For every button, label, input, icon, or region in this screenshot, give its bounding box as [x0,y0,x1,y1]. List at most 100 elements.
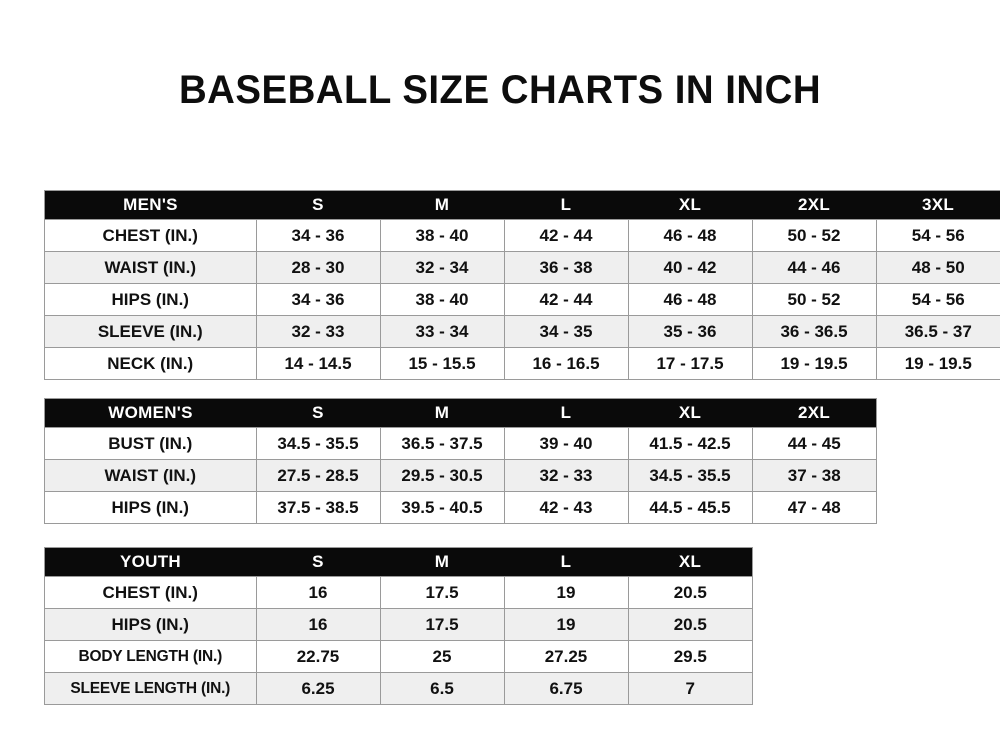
measurement-cell: 36 - 36.5 [752,315,877,348]
row-label: CHEST (IN.) [45,576,257,609]
measurement-cell: 6.75 [504,672,629,704]
measurement-cell: 35 - 36 [628,315,753,348]
measurement-cell: 33 - 34 [380,315,505,348]
measurement-cell: 44 - 46 [752,251,877,284]
table-row: NECK (IN.) 14 - 14.5 15 - 15.5 16 - 16.5 17 … [45,347,1000,379]
column-header-size-xl: XL [628,399,752,428]
measurement-cell: 6.5 [380,672,505,704]
measurement-cell: 22.75 [256,640,381,673]
measurement-cell: 7 [628,672,752,704]
table-row: BUST (IN.) 34.5 - 35.5 36.5 - 37.5 39 - 40 4… [45,427,876,460]
measurement-cell: 37.5 - 38.5 [256,491,381,523]
measurement-cell: 34.5 - 35.5 [628,459,753,492]
measurement-cell: 42 - 43 [504,491,629,523]
men-table: MEN'S S M L XL 2XL 3XL CHEST (IN.) 34 - 36 38 - 4… [45,191,1000,379]
measurement-cell: 50 - 52 [752,283,877,316]
measurement-cell: 28 - 30 [256,251,381,284]
measurement-cell: 29.5 - 30.5 [380,459,505,492]
page-title: BASEBALL SIZE CHARTS IN INCH [178,68,822,112]
measurement-cell: 27.25 [504,640,629,673]
row-label: SLEEVE (IN.) [45,315,257,348]
column-header-size-xl: XL [628,548,752,577]
measurement-cell: 20.5 [628,576,752,609]
table-header-row: YOUTH S M L XL [45,548,752,577]
measurement-cell: 6.25 [256,672,381,704]
measurement-cell: 19 - 19.5 [876,347,1000,379]
measurement-cell: 37 - 38 [752,459,876,492]
column-header-size-l: L [504,548,628,577]
measurement-cell: 54 - 56 [876,283,1000,316]
measurement-cell: 25 [380,640,505,673]
table-row: SLEEVE LENGTH (IN.) 6.25 6.5 6.75 7 [45,672,752,704]
row-label: HIPS (IN.) [45,608,257,641]
measurement-cell: 32 - 33 [504,459,629,492]
measurement-cell: 16 - 16.5 [504,347,629,379]
measurement-cell: 17 - 17.5 [628,347,753,379]
measurement-cell: 34 - 36 [256,283,381,316]
measurement-cell: 34 - 36 [256,219,381,252]
measurement-cell: 27.5 - 28.5 [256,459,381,492]
table-row: WAIST (IN.) 28 - 30 32 - 34 36 - 38 40 - 42 4… [45,251,1000,284]
measurement-cell: 34.5 - 35.5 [256,427,381,460]
table-row: HIPS (IN.) 37.5 - 38.5 39.5 - 40.5 42 - 43 4… [45,491,876,523]
mens-size-chart: MEN'S S M L XL 2XL 3XL CHEST (IN.) 34 - 36 38 - 4… [44,190,1000,380]
column-header-category: MEN'S [45,191,256,220]
row-label: WAIST (IN.) [45,459,257,492]
measurement-cell: 39 - 40 [504,427,629,460]
measurement-cell: 42 - 44 [504,283,629,316]
table-row: WAIST (IN.) 27.5 - 28.5 29.5 - 30.5 32 - 33… [45,459,876,492]
column-header-size-3xl: 3XL [876,191,1000,220]
column-header-size-l: L [504,191,628,220]
table-header-row: WOMEN'S S M L XL 2XL [45,399,876,428]
measurement-cell: 48 - 50 [876,251,1000,284]
measurement-cell: 17.5 [380,608,505,641]
measurement-cell: 41.5 - 42.5 [628,427,753,460]
measurement-cell: 19 [504,576,629,609]
column-header-size-m: M [380,548,504,577]
row-label: NECK (IN.) [45,347,257,379]
table-row: HIPS (IN.) 16 17.5 19 20.5 [45,608,752,641]
measurement-cell: 42 - 44 [504,219,629,252]
measurement-cell: 44.5 - 45.5 [628,491,753,523]
column-header-category: WOMEN'S [45,399,256,428]
measurement-cell: 32 - 34 [380,251,505,284]
column-header-size-2xl: 2XL [752,399,876,428]
measurement-cell: 16 [256,608,381,641]
column-header-size-s: S [256,399,380,428]
row-label: HIPS (IN.) [45,283,257,316]
row-label: BODY LENGTH (IN.) [45,640,257,673]
youth-size-chart: YOUTH S M L XL CHEST (IN.) 16 17.5 19 20.5 HIPS (I… [44,547,753,705]
column-header-size-l: L [504,399,628,428]
table-row: CHEST (IN.) 16 17.5 19 20.5 [45,576,752,609]
column-header-size-m: M [380,399,504,428]
table-row: CHEST (IN.) 34 - 36 38 - 40 42 - 44 46 - 48 5… [45,219,1000,252]
measurement-cell: 46 - 48 [628,283,753,316]
measurement-cell: 38 - 40 [380,219,505,252]
measurement-cell: 46 - 48 [628,219,753,252]
table-row: SLEEVE (IN.) 32 - 33 33 - 34 34 - 35 35 - 36… [45,315,1000,348]
measurement-cell: 32 - 33 [256,315,381,348]
measurement-cell: 14 - 14.5 [256,347,381,379]
table-row: HIPS (IN.) 34 - 36 38 - 40 42 - 44 46 - 48 50… [45,283,1000,316]
row-label: BUST (IN.) [45,427,257,460]
measurement-cell: 36 - 38 [504,251,629,284]
row-label: WAIST (IN.) [45,251,257,284]
column-header-size-xl: XL [628,191,752,220]
table-row: BODY LENGTH (IN.) 22.75 25 27.25 29.5 [45,640,752,673]
column-header-size-s: S [256,548,380,577]
measurement-cell: 36.5 - 37 [876,315,1000,348]
womens-size-chart: WOMEN'S S M L XL 2XL BUST (IN.) 34.5 - 35.5 36.5… [44,398,877,524]
measurement-cell: 19 [504,608,629,641]
row-label: SLEEVE LENGTH (IN.) [45,672,257,704]
measurement-cell: 50 - 52 [752,219,877,252]
measurement-cell: 39.5 - 40.5 [380,491,505,523]
column-header-size-s: S [256,191,380,220]
row-label: HIPS (IN.) [45,491,257,523]
measurement-cell: 36.5 - 37.5 [380,427,505,460]
measurement-cell: 54 - 56 [876,219,1000,252]
measurement-cell: 47 - 48 [752,491,876,523]
measurement-cell: 15 - 15.5 [380,347,505,379]
measurement-cell: 20.5 [628,608,752,641]
measurement-cell: 40 - 42 [628,251,753,284]
column-header-size-2xl: 2XL [752,191,876,220]
